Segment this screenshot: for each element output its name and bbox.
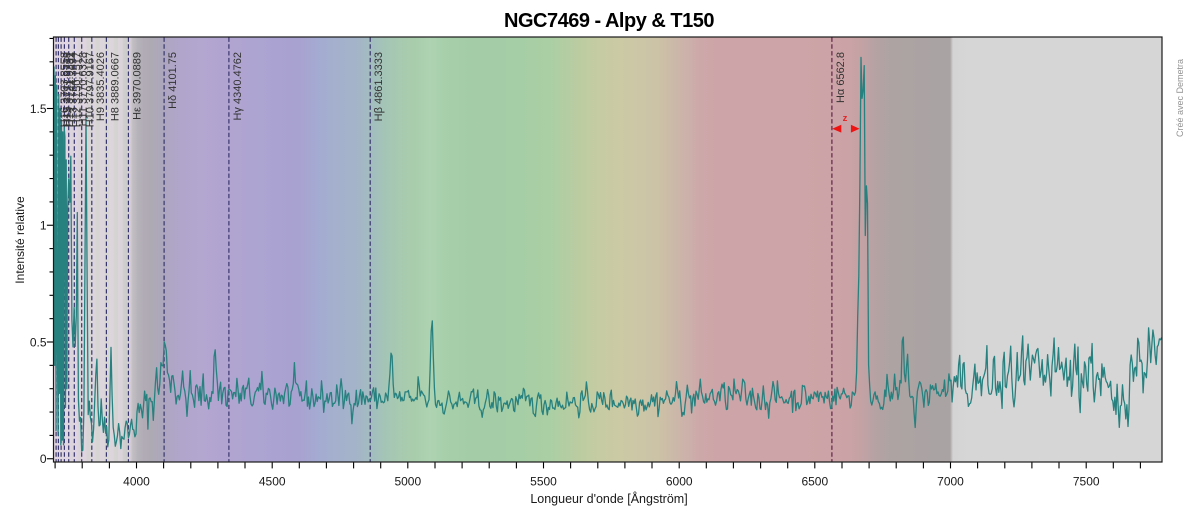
svg-text:H15 3711.9718: H15 3711.9718 (61, 52, 73, 126)
svg-text:5500: 5500 (530, 475, 557, 489)
svg-text:Créé avec Demetra: Créé avec Demetra (1175, 59, 1185, 137)
svg-text:Hα 6562.8: Hα 6562.8 (835, 52, 847, 103)
svg-text:7000: 7000 (937, 475, 964, 489)
svg-text:1: 1 (40, 219, 47, 233)
svg-text:H10 3797.9167: H10 3797.9167 (85, 52, 97, 127)
svg-text:Longueur d'onde [Ångström]: Longueur d'onde [Ångström] (530, 491, 687, 506)
svg-text:1.5: 1.5 (30, 102, 47, 116)
svg-text:0: 0 (40, 452, 47, 466)
svg-text:NGC7469 - Alpy & T150: NGC7469 - Alpy & T150 (504, 10, 714, 32)
svg-text:Intensité relative: Intensité relative (13, 196, 27, 284)
svg-text:Hβ 4861.3333: Hβ 4861.3333 (373, 52, 385, 121)
svg-text:Hγ 4340.4762: Hγ 4340.4762 (232, 52, 244, 121)
svg-text:Hδ 4101.75: Hδ 4101.75 (167, 52, 179, 109)
svg-text:H16 3703.8558: H16 3703.8558 (59, 52, 71, 127)
svg-text:z: z (843, 113, 848, 124)
svg-text:H14 3721.9391: H14 3721.9391 (64, 52, 76, 127)
svg-text:Hε 3970.0889: Hε 3970.0889 (131, 52, 143, 120)
svg-text:4500: 4500 (259, 475, 286, 489)
svg-text:H13 3734.3694: H13 3734.3694 (67, 52, 79, 127)
svg-text:H11 3770.6328: H11 3770.6328 (77, 52, 89, 126)
svg-text:H12 3750.1517: H12 3750.1517 (72, 52, 84, 127)
svg-text:4000: 4000 (123, 475, 150, 489)
svg-text:6000: 6000 (666, 475, 693, 489)
svg-text:7500: 7500 (1073, 475, 1100, 489)
svg-text:H9 3835.4026: H9 3835.4026 (95, 52, 107, 121)
svg-text:6500: 6500 (801, 475, 828, 489)
svg-text:H8 3889.0667: H8 3889.0667 (109, 52, 121, 121)
svg-text:5000: 5000 (394, 475, 421, 489)
svg-text:0.5: 0.5 (30, 335, 47, 349)
